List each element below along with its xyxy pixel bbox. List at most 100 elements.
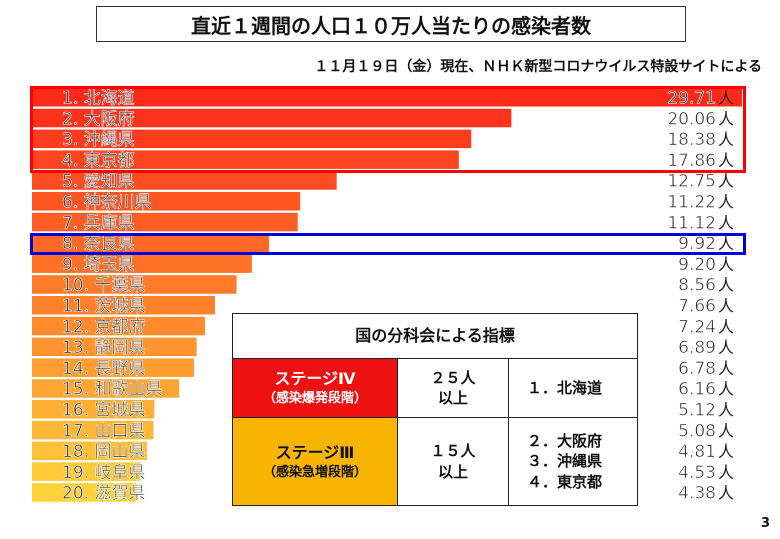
- category-label-13: 13. 静岡県: [62, 338, 145, 358]
- category-label-5: 5. 愛知県: [62, 172, 135, 192]
- value-label-17: 5.08: [678, 421, 716, 441]
- unit-label-16: 人: [718, 401, 734, 420]
- unit-label-5: 人: [718, 172, 734, 191]
- stage3-pref-1: ２．大阪府: [527, 432, 603, 451]
- stage4-3-highlight-box: [30, 86, 746, 174]
- unit-label-15: 人: [718, 380, 734, 399]
- stage4-threshold-suffix: 以上: [437, 389, 468, 408]
- bar-8: [32, 233, 270, 253]
- value-label-7: 11.12: [667, 213, 716, 233]
- value-label-1: 29.71: [667, 89, 716, 109]
- category-label-9: 9. 埼玉県: [62, 255, 135, 275]
- value-label-2: 20.06: [667, 109, 716, 129]
- value-label-15: 6.16: [678, 380, 716, 400]
- unit-label-10: 人: [718, 276, 734, 295]
- unit-label-14: 人: [718, 359, 734, 378]
- bar-4: [32, 150, 459, 169]
- value-label-9: 9.20: [678, 255, 716, 275]
- stage4-label: ステージⅣ: [274, 369, 356, 389]
- value-label-3: 18.38: [667, 130, 716, 150]
- bar-20: [32, 483, 137, 502]
- bar-11: [32, 296, 216, 315]
- bar-16: [32, 400, 155, 419]
- category-label-14: 14. 長野県: [62, 359, 145, 379]
- unit-label-17: 人: [718, 421, 734, 440]
- category-label-1: 1. 北海道: [62, 89, 135, 109]
- category-label-15: 15. 和歌山県: [62, 380, 162, 400]
- category-label-8: 8. 奈良県: [62, 234, 135, 254]
- value-label-16: 5.12: [678, 401, 716, 421]
- bar-10: [32, 275, 237, 294]
- stage3-threshold: １５人 以上: [397, 417, 509, 506]
- unit-label-9: 人: [718, 255, 734, 274]
- category-label-20: 20. 滋賀県: [62, 484, 145, 504]
- category-label-18: 18. 岡山県: [62, 442, 145, 462]
- bar-9: [32, 254, 252, 273]
- bar-1: [32, 88, 742, 107]
- unit-label-6: 人: [718, 193, 734, 212]
- unit-label-4: 人: [718, 151, 734, 170]
- unit-label-7: 人: [718, 213, 734, 232]
- bar-19: [32, 462, 141, 481]
- value-label-18: 4.81: [678, 442, 716, 462]
- bar-6: [32, 192, 301, 211]
- unit-label-1: 人: [718, 89, 734, 108]
- unit-label-3: 人: [718, 130, 734, 149]
- bar-7: [32, 212, 298, 232]
- unit-label-11: 人: [718, 297, 734, 316]
- category-label-17: 17. 山口県: [62, 421, 145, 441]
- indicator-table-header: 国の分科会による指標: [232, 313, 638, 359]
- unit-label-12: 人: [718, 317, 734, 336]
- value-label-10: 8.56: [678, 276, 716, 296]
- value-label-13: 6.89: [678, 338, 716, 358]
- category-label-6: 6. 神奈川県: [62, 193, 152, 213]
- stage3-note: （感染急増段階）: [262, 464, 367, 480]
- stage4-threshold: ２５人 以上: [397, 357, 509, 419]
- value-label-20: 4.38: [678, 484, 716, 504]
- bar-18: [32, 441, 147, 461]
- stage3-pref-2: ３．沖縄県: [527, 452, 603, 471]
- category-label-7: 7. 兵庫県: [62, 213, 135, 233]
- stage4-threshold-value: ２５人: [430, 368, 476, 387]
- unit-label-20: 人: [718, 484, 734, 503]
- indicator-table: 国の分科会による指標 ステージⅣ （感染爆発段階） ２５人 以上 １．北海道 ス…: [232, 313, 638, 506]
- category-label-4: 4. 東京都: [62, 151, 135, 171]
- category-label-19: 19. 岐阜県: [62, 463, 145, 483]
- bar-3: [32, 129, 472, 149]
- stage4-note: （感染爆発段階）: [262, 391, 367, 407]
- stage4-prefectures: １．北海道: [508, 357, 638, 419]
- bar-17: [32, 420, 154, 440]
- bar-5: [32, 171, 337, 190]
- category-label-16: 16. 宮城県: [62, 401, 145, 421]
- page-title: 直近１週間の人口１０万人当たりの感染者数: [96, 6, 686, 42]
- bar-15: [32, 379, 180, 398]
- bar-2: [32, 108, 512, 128]
- stage3-threshold-value: １５人: [430, 442, 476, 461]
- bar-13: [32, 337, 197, 357]
- bar-14: [32, 358, 195, 377]
- category-label-3: 3. 沖縄県: [62, 130, 135, 150]
- value-label-19: 4.53: [678, 463, 716, 483]
- page-number: 3: [760, 516, 770, 531]
- category-label-12: 12. 京都府: [62, 317, 145, 337]
- value-label-11: 7.66: [678, 297, 716, 317]
- unit-label-18: 人: [718, 442, 734, 461]
- stage4-cell: ステージⅣ （感染爆発段階）: [232, 357, 398, 419]
- unit-label-13: 人: [718, 338, 734, 357]
- stage3-cell: ステージⅢ （感染急増段階）: [232, 417, 398, 506]
- category-label-2: 2. 大阪府: [62, 109, 135, 129]
- bar-12: [32, 316, 206, 336]
- value-label-8: 9.92: [678, 234, 716, 254]
- value-label-4: 17.86: [667, 151, 716, 171]
- value-label-12: 7.24: [678, 317, 716, 337]
- unit-label-19: 人: [718, 463, 734, 482]
- stage3-prefectures: ２．大阪府 ３．沖縄県 ４．東京都: [508, 417, 638, 506]
- stage3-label: ステージⅢ: [275, 442, 355, 462]
- stage3-pref-3: ４．東京都: [527, 472, 603, 491]
- value-label-5: 12.75: [667, 172, 716, 192]
- category-label-10: 10. 千葉県: [62, 276, 145, 296]
- unit-label-2: 人: [718, 109, 734, 128]
- stage3-threshold-suffix: 以上: [437, 462, 468, 481]
- category-label-11: 11. 茨城県: [62, 297, 145, 317]
